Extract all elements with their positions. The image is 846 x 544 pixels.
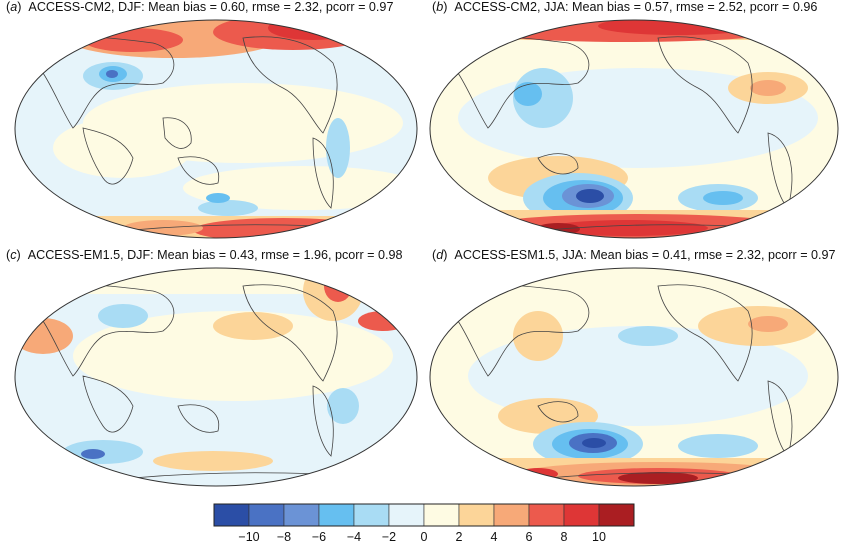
panel-d-bias-field xyxy=(430,268,838,486)
panel-d-map-border xyxy=(429,267,839,487)
panel-a-bias-field xyxy=(15,20,417,238)
colorbar-tick-label: 8 xyxy=(560,530,568,544)
colorbar-tick-label: 10 xyxy=(592,530,606,544)
colorbar-tick-label: −2 xyxy=(381,530,397,544)
panel-c-map xyxy=(14,267,418,487)
colorbar xyxy=(213,503,635,527)
colorbar-frame xyxy=(213,503,635,527)
colorbar-tick-label: 4 xyxy=(490,530,498,544)
panel-d-title: (d) ACCESS-ESM1.5, JJA: Mean bias = 0.41… xyxy=(432,248,836,262)
colorbar-swatch xyxy=(423,503,460,527)
panel-c-bias-field xyxy=(15,268,417,486)
colorbar-tick-label: −10 xyxy=(238,530,260,544)
panel-d-map xyxy=(429,267,839,487)
colorbar-tick-label: −8 xyxy=(276,530,292,544)
colorbar-tick-label: 0 xyxy=(420,530,428,544)
colorbar-tick-label: −4 xyxy=(346,530,362,544)
panel-b-map xyxy=(429,19,839,239)
colorbar-swatch xyxy=(318,503,355,527)
colorbar-swatch xyxy=(493,503,530,527)
panel-b-title: (b) ACCESS-CM2, JJA: Mean bias = 0.57, r… xyxy=(432,0,818,14)
colorbar-swatch xyxy=(563,503,600,527)
colorbar-swatch xyxy=(528,503,565,527)
colorbar-swatch xyxy=(353,503,390,527)
colorbar-swatch xyxy=(458,503,495,527)
panel-b-map-border xyxy=(429,19,839,239)
panel-b-bias-field xyxy=(430,20,838,238)
colorbar-swatch xyxy=(248,503,285,527)
colorbar-swatch xyxy=(388,503,425,527)
colorbar-swatch xyxy=(283,503,320,527)
panel-a-map-border xyxy=(14,19,418,239)
colorbar-tick-label: 2 xyxy=(455,530,463,544)
colorbar-tick-label: −6 xyxy=(311,530,327,544)
colorbar-tick-label: 6 xyxy=(525,530,533,544)
panel-a-title: (a) ACCESS-CM2, DJF: Mean bias = 0.60, r… xyxy=(6,0,394,14)
panel-c-map-border xyxy=(14,267,418,487)
panel-a-map xyxy=(14,19,418,239)
panel-c-title: (c) ACCESS-EM1.5, DJF: Mean bias = 0.43,… xyxy=(6,248,403,262)
colorbar-swatch xyxy=(213,503,250,527)
colorbar-swatch xyxy=(598,503,635,527)
